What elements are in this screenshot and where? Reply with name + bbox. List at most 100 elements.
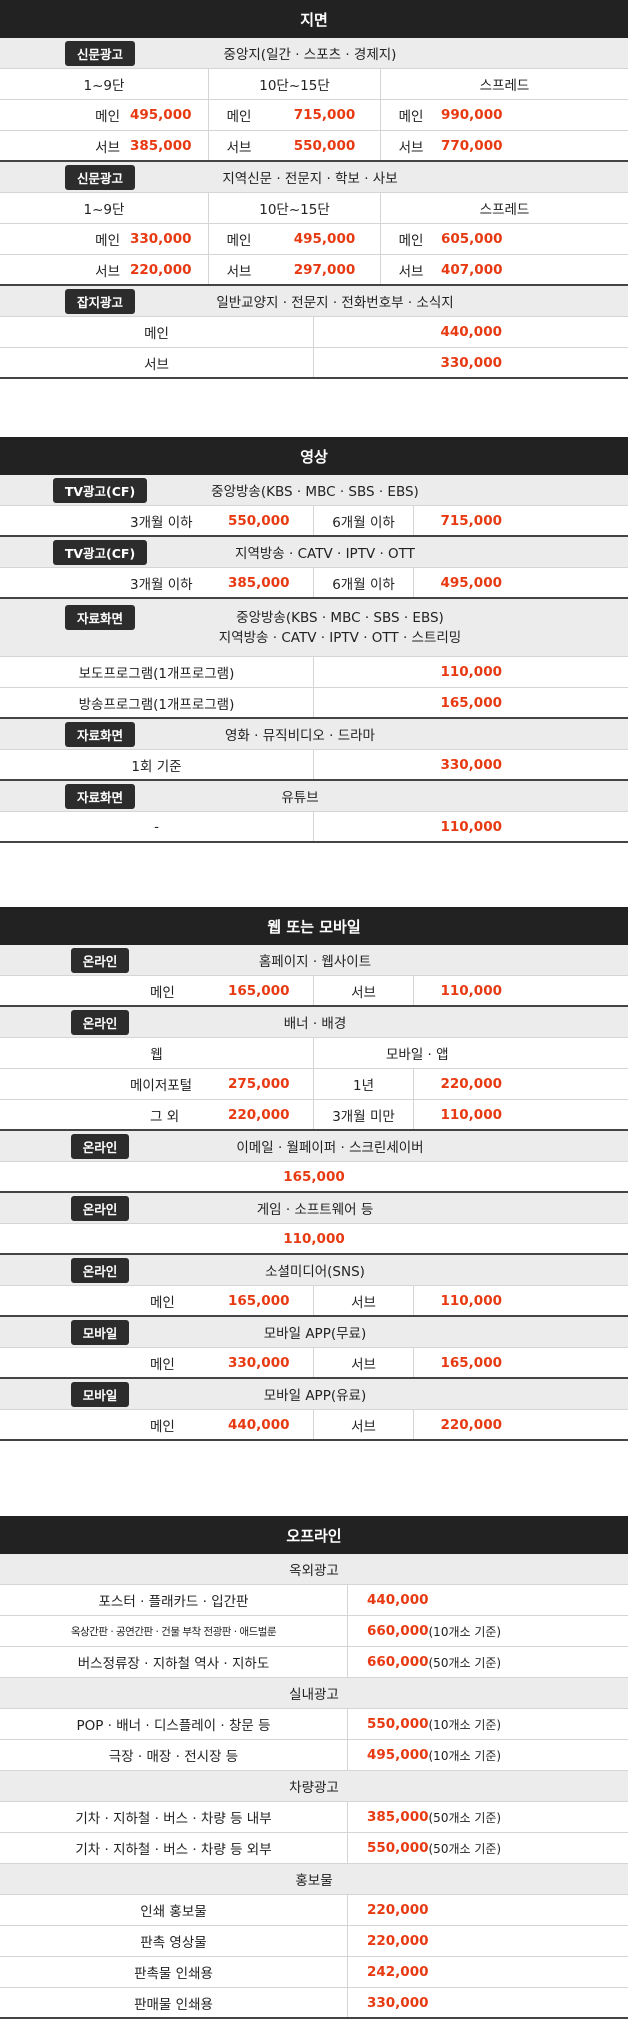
price-value: 110,000 — [283, 1230, 345, 1247]
row-label: 서브 — [314, 1286, 414, 1315]
category-badge: 자료화면 — [64, 783, 135, 809]
row-label: 방송프로그램(1개프로그램) — [0, 688, 314, 717]
col-header: 웹 — [0, 1038, 314, 1068]
price-note: (50개소 기준) — [428, 1841, 502, 1856]
section-print: 지면 신문광고 중앙지(일간 · 스포츠 · 경제지) 1~9단 10단~15단… — [0, 0, 628, 379]
group-header: 옥외광고 — [0, 1554, 628, 1585]
price-value: 242,000 — [367, 1964, 429, 1980]
price-value: 110,000 — [440, 982, 503, 999]
price-value: 550,000 — [269, 131, 381, 160]
price-value: 495,000 — [367, 1747, 429, 1763]
price-row: 서브 220,000 서브 297,000 서브 407,000 — [0, 255, 628, 286]
price-row: 메인 495,000 메인 715,000 메인 990,000 — [0, 100, 628, 131]
category-label: 지역방송 · CATV · IPTV · OTT · 스트리밍 — [218, 629, 462, 646]
category-row: 온라인 게임 · 소프트웨어 등 — [0, 1193, 628, 1224]
price-value: 385,000 — [367, 1809, 429, 1825]
category-badge: TV광고(CF) — [52, 539, 148, 565]
category-label: 지역방송 · CATV · IPTV · OTT — [235, 546, 415, 562]
price-value: 660,000 — [367, 1654, 429, 1670]
price-row: 메인 440,000 서브 220,000 — [0, 1410, 628, 1441]
price-value: 660,000 — [367, 1623, 429, 1639]
price-value: 385,000 — [130, 131, 209, 160]
row-label: 6개월 이하 — [314, 568, 414, 597]
category-row: 신문광고 지역신문 · 전문지 · 학보 · 사보 — [0, 162, 628, 193]
category-badge: 자료화면 — [64, 605, 135, 630]
price-value: 220,000 — [440, 1076, 503, 1092]
row-label: 기차 · 지하철 · 버스 · 차량 등 외부 — [0, 1833, 348, 1863]
group-title: 옥외광고 — [289, 1563, 339, 1579]
category-row: 모바일 모바일 APP(무료) — [0, 1317, 628, 1348]
category-badge: 온라인 — [70, 1009, 130, 1035]
category-label: 게임 · 소프트웨어 등 — [256, 1202, 374, 1218]
row-label: 서브 — [398, 263, 424, 280]
col-header: 스프레드 — [479, 202, 530, 218]
column-header-row: 1~9단 10단~15단 스프레드 — [0, 69, 628, 100]
price-value: 220,000 — [367, 1902, 429, 1918]
category-label: 중앙방송(KBS · MBC · SBS · EBS) — [211, 484, 419, 500]
price-row: 기차 · 지하철 · 버스 · 차량 등 외부 550,000 (50개소 기준) — [0, 1833, 628, 1864]
price-value: 220,000 — [367, 1933, 429, 1949]
category-label: 중앙방송(KBS · MBC · SBS · EBS) — [236, 609, 444, 626]
price-row: 3개월 이하 385,000 6개월 이하 495,000 — [0, 568, 628, 599]
row-label: 기차 · 지하철 · 버스 · 차량 등 내부 — [0, 1802, 348, 1832]
row-label: 메인 — [95, 109, 120, 125]
price-value: 715,000 — [269, 100, 381, 130]
row-label: 서브 — [314, 1348, 414, 1377]
category-label: 이메일 · 월페이퍼 · 스크린세이버 — [236, 1140, 424, 1156]
row-label: 서브 — [0, 348, 314, 377]
row-label: 3개월 이하 — [130, 576, 193, 593]
price-row: 보도프로그램(1개프로그램) 110,000 — [0, 657, 628, 688]
price-value: 990,000 — [441, 107, 503, 123]
price-row: 옥상간판 · 공연간판 · 건물 부착 전광판 · 애드벌룬 660,000 (1… — [0, 1616, 628, 1647]
row-label: 서브 — [314, 1410, 414, 1439]
price-row: 메인 165,000 서브 110,000 — [0, 1286, 628, 1317]
price-value: 440,000 — [367, 1592, 429, 1608]
price-row: 기차 · 지하철 · 버스 · 차량 등 내부 385,000 (50개소 기준) — [0, 1802, 628, 1833]
price-value: 605,000 — [441, 231, 503, 247]
row-label: 보도프로그램(1개프로그램) — [0, 657, 314, 687]
column-header-row: 웹 모바일 · 앱 — [0, 1038, 628, 1069]
section-title: 웹 또는 모바일 — [0, 907, 628, 945]
price-value: 330,000 — [228, 1348, 314, 1377]
price-row: 방송프로그램(1개프로그램) 165,000 — [0, 688, 628, 719]
row-label: 옥상간판 · 공연간판 · 건물 부착 전광판 · 애드벌룬 — [0, 1616, 348, 1646]
price-value: 550,000 — [367, 1840, 429, 1856]
row-label: 메인 — [150, 1356, 175, 1373]
category-badge: 온라인 — [70, 1195, 130, 1221]
category-badge: 모바일 — [70, 1381, 130, 1407]
group-header: 차량광고 — [0, 1771, 628, 1802]
category-row: 자료화면 중앙방송(KBS · MBC · SBS · EBS) 지역방송 · … — [0, 599, 628, 657]
category-badge: 모바일 — [70, 1319, 130, 1345]
row-label: 1년 — [314, 1069, 414, 1099]
price-row: 메인 330,000 메인 495,000 메인 605,000 — [0, 224, 628, 255]
price-value: 330,000 — [440, 756, 503, 773]
price-row: 극장 · 매장 · 전시장 등 495,000 (10개소 기준) — [0, 1740, 628, 1771]
price-note: (10개소 기준) — [428, 1624, 502, 1639]
category-row: 온라인 홈페이지 · 웹사이트 — [0, 945, 628, 976]
category-row: 모바일 모바일 APP(유료) — [0, 1379, 628, 1410]
category-label: 일반교양지 · 전문지 · 전화번호부 · 소식지 — [216, 295, 454, 311]
category-badge: 자료화면 — [64, 721, 135, 747]
price-value: 220,000 — [228, 1100, 314, 1129]
row-label: POP · 배너 · 디스플레이 · 창문 등 — [0, 1709, 348, 1739]
price-row: 서브 385,000 서브 550,000 서브 770,000 — [0, 131, 628, 162]
row-label: 메인 — [150, 1294, 175, 1311]
category-badge: 온라인 — [70, 947, 130, 973]
row-label: 3개월 이하 — [130, 514, 193, 531]
price-row: - 110,000 — [0, 812, 628, 843]
row-label: 메인 — [226, 233, 252, 249]
category-badge: 온라인 — [70, 1133, 130, 1159]
price-value: 330,000 — [367, 1994, 429, 2011]
row-label: 1회 기준 — [0, 750, 314, 779]
price-value: 275,000 — [228, 1069, 314, 1099]
price-value: 297,000 — [269, 255, 381, 284]
row-label: 판촉물 인쇄용 — [0, 1957, 348, 1987]
price-value: 385,000 — [228, 568, 314, 597]
category-label: 모바일 APP(유료) — [263, 1388, 367, 1404]
price-value: 220,000 — [440, 1416, 503, 1433]
category-label: 소셜미디어(SNS) — [265, 1264, 365, 1280]
price-row: 메인 330,000 서브 165,000 — [0, 1348, 628, 1379]
price-row: 포스터 · 플래카드 · 입간판 440,000 — [0, 1585, 628, 1616]
price-row: 버스정류장 · 지하철 역사 · 지하도 660,000 (50개소 기준) — [0, 1647, 628, 1678]
price-value: 440,000 — [440, 324, 503, 340]
